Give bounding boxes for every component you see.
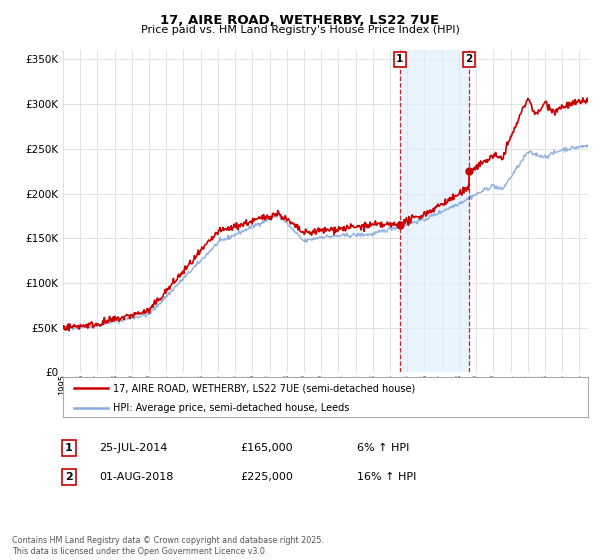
Text: 25-JUL-2014: 25-JUL-2014 xyxy=(99,443,167,453)
Bar xyxy=(400,50,469,372)
Text: 17, AIRE ROAD, WETHERBY, LS22 7UE: 17, AIRE ROAD, WETHERBY, LS22 7UE xyxy=(160,14,440,27)
Text: Price paid vs. HM Land Registry's House Price Index (HPI): Price paid vs. HM Land Registry's House … xyxy=(140,25,460,35)
Text: 2: 2 xyxy=(65,472,73,482)
Text: £225,000: £225,000 xyxy=(240,472,293,482)
Text: 17, AIRE ROAD, WETHERBY, LS22 7UE (semi-detached house): 17, AIRE ROAD, WETHERBY, LS22 7UE (semi-… xyxy=(113,383,415,393)
Text: HPI: Average price, semi-detached house, Leeds: HPI: Average price, semi-detached house,… xyxy=(113,403,349,413)
Text: 01-AUG-2018: 01-AUG-2018 xyxy=(99,472,173,482)
Text: 2: 2 xyxy=(466,54,473,64)
Text: 16% ↑ HPI: 16% ↑ HPI xyxy=(357,472,416,482)
Text: 1: 1 xyxy=(65,443,73,453)
Text: 6% ↑ HPI: 6% ↑ HPI xyxy=(357,443,409,453)
Text: 1: 1 xyxy=(396,54,403,64)
Text: Contains HM Land Registry data © Crown copyright and database right 2025.
This d: Contains HM Land Registry data © Crown c… xyxy=(12,536,324,556)
Text: £165,000: £165,000 xyxy=(240,443,293,453)
